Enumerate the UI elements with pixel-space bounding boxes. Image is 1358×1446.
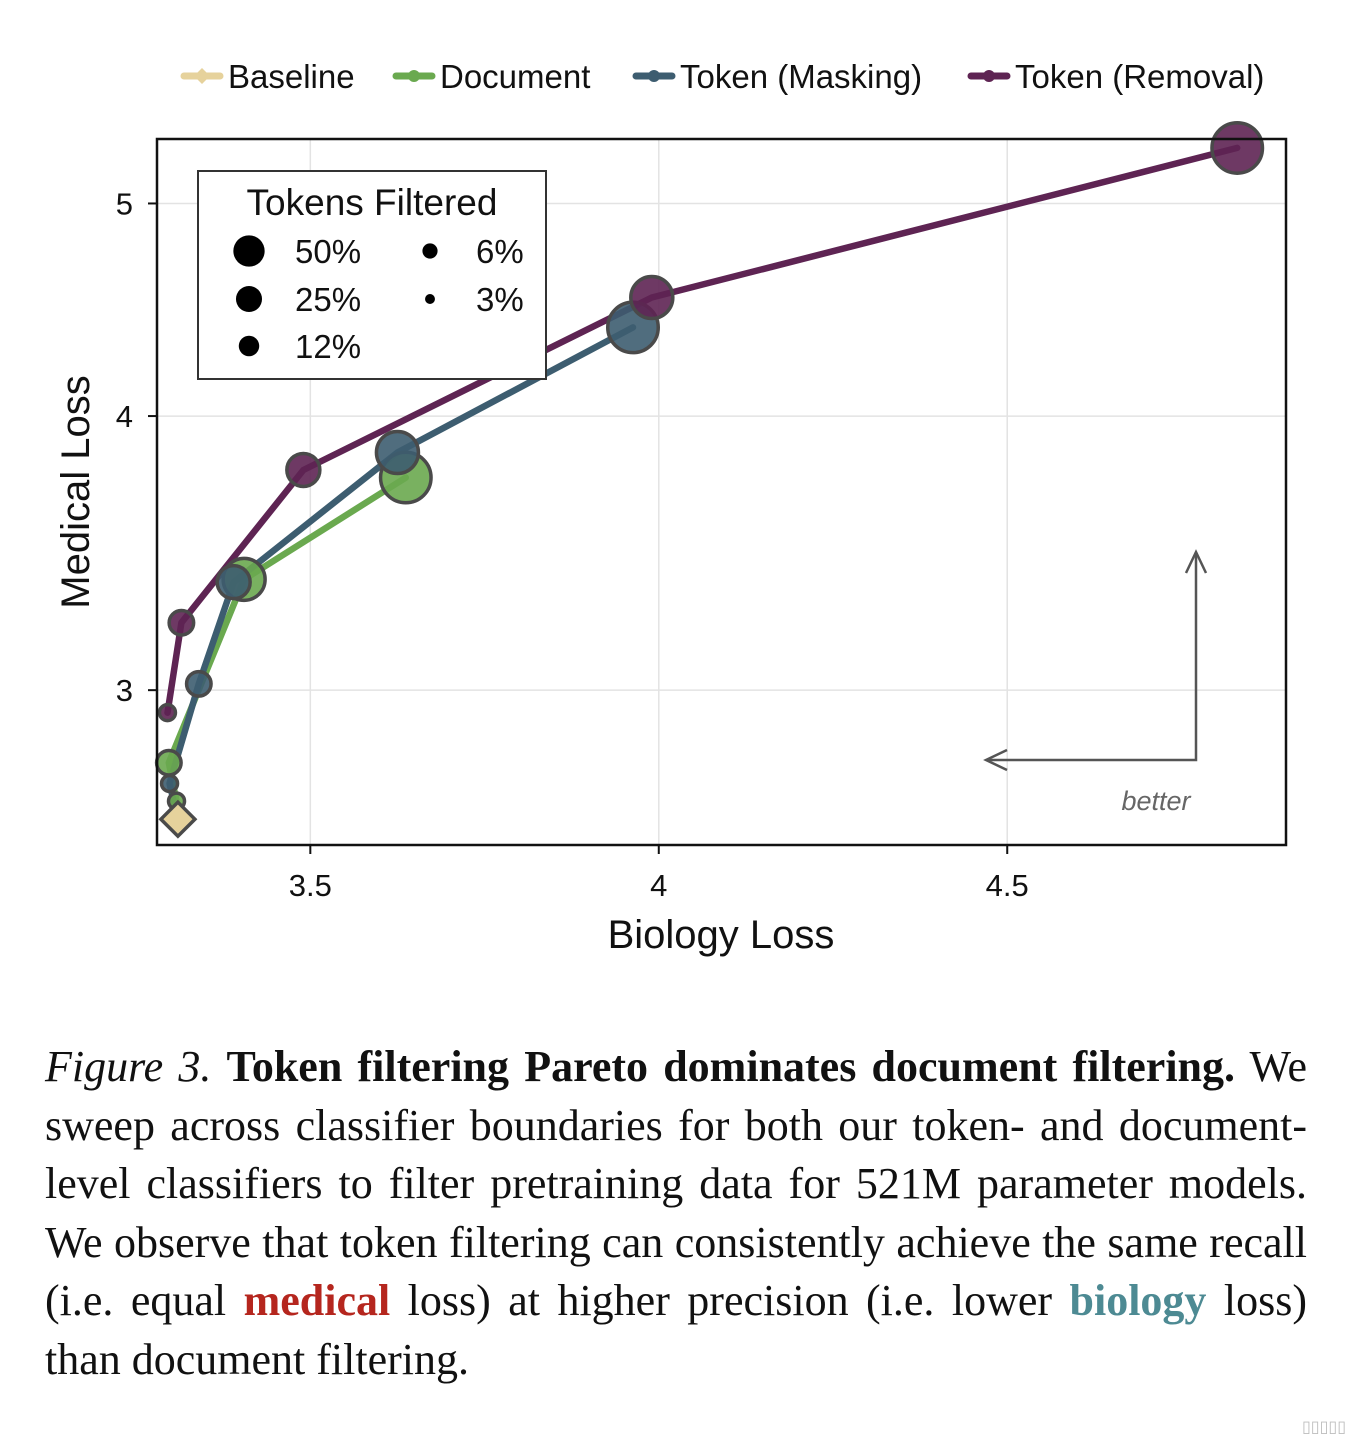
data-point: [374, 429, 421, 476]
caption-biology-word: biology: [1069, 1276, 1207, 1325]
data-point: [157, 702, 178, 723]
plot-border: [155, 137, 1288, 847]
size-legend-label: 25%: [295, 281, 361, 318]
data-point: [629, 274, 675, 321]
data-point: [184, 669, 213, 698]
legend-diamond-icon: [194, 68, 210, 84]
y-tick-label: 3: [116, 673, 133, 708]
pareto-chart: Baseline Document Token (Masking) Token (Re…: [54, 58, 1288, 957]
size-legend-label: 12%: [295, 328, 361, 365]
caption-text-1: We sweep across classifier boundaries fo…: [45, 1042, 1307, 1325]
size-legend-dot-icon: [425, 294, 435, 304]
y-axis-ticks: 3 4 5: [116, 186, 157, 708]
data-point: [159, 773, 180, 794]
data-point: [1210, 120, 1265, 175]
data-point: [215, 563, 252, 601]
size-legend-label: 50%: [295, 233, 361, 270]
y-tick-label: 4: [116, 399, 133, 434]
watermark: ▯▯▯▯▯: [1301, 1417, 1346, 1436]
legend-dot-icon: [408, 70, 420, 82]
y-axis-label: Medical Loss: [54, 375, 98, 608]
better-arrow-up-head: [1184, 549, 1208, 574]
caption-text-2: loss) at higher precision (i.e. lower: [390, 1276, 1070, 1325]
better-annotation: better: [983, 549, 1208, 816]
legend-label: Token (Removal): [1015, 58, 1264, 95]
size-legend-dot-icon: [235, 285, 263, 313]
series-points: [154, 120, 1265, 839]
x-tick-label: 4.5: [986, 868, 1029, 903]
legend-dot-icon: [648, 70, 660, 82]
size-legend: Tokens Filtered 50% 25% 12% 6% 3%: [197, 170, 547, 380]
caption-text-3: loss) than document filtering.: [45, 1276, 1308, 1384]
caption-medical-word: medical: [243, 1276, 391, 1325]
legend-label: Document: [440, 58, 590, 95]
better-arrow-icon: [987, 552, 1198, 762]
better-arrow-left-head: [983, 748, 1008, 772]
figure-label: Figure 3.: [45, 1042, 212, 1091]
x-axis-ticks: 3.5 4 4.5: [289, 845, 1029, 903]
caption-title: Token filtering Pareto dominates documen…: [226, 1042, 1236, 1091]
better-label: better: [1121, 786, 1191, 816]
x-axis-label: Biology Loss: [608, 913, 835, 957]
legend-label: Token (Masking): [680, 58, 922, 95]
figure-caption: Figure 3. Token filtering Pareto dominat…: [45, 1038, 1307, 1389]
legend-dot-icon: [983, 70, 995, 82]
series-legend: Baseline Document Token (Masking) Token (Re…: [180, 58, 1264, 95]
legend-label: Baseline: [228, 58, 355, 95]
y-tick-label: 5: [116, 186, 133, 221]
data-point: [285, 451, 322, 489]
size-legend-label: 6%: [476, 233, 524, 270]
baseline-diamond-icon: [158, 799, 198, 839]
size-legend-dot-icon: [233, 235, 265, 267]
x-tick-label: 3.5: [289, 868, 332, 903]
size-legend-title: Tokens Filtered: [247, 182, 498, 223]
size-legend-label: 3%: [476, 281, 524, 318]
data-point: [154, 748, 183, 777]
x-tick-label: 4: [650, 868, 667, 903]
size-legend-dot-icon: [238, 335, 260, 357]
size-legend-dot-icon: [422, 243, 438, 259]
data-point: [167, 608, 196, 637]
